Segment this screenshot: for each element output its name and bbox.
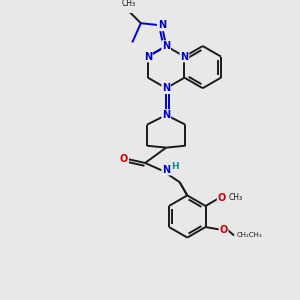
Text: N: N — [144, 52, 152, 61]
Text: N: N — [162, 110, 170, 120]
Text: N: N — [162, 41, 170, 51]
Text: O: O — [120, 154, 128, 164]
Text: O: O — [218, 193, 226, 203]
Text: N: N — [180, 52, 188, 61]
Text: N: N — [162, 83, 170, 93]
Text: CH₃: CH₃ — [122, 0, 136, 8]
Text: O: O — [219, 225, 228, 235]
Text: N: N — [162, 165, 170, 175]
Text: CH₃: CH₃ — [228, 193, 242, 202]
Text: CH₂CH₃: CH₂CH₃ — [237, 232, 262, 238]
Text: N: N — [158, 20, 166, 30]
Text: H: H — [171, 162, 178, 171]
